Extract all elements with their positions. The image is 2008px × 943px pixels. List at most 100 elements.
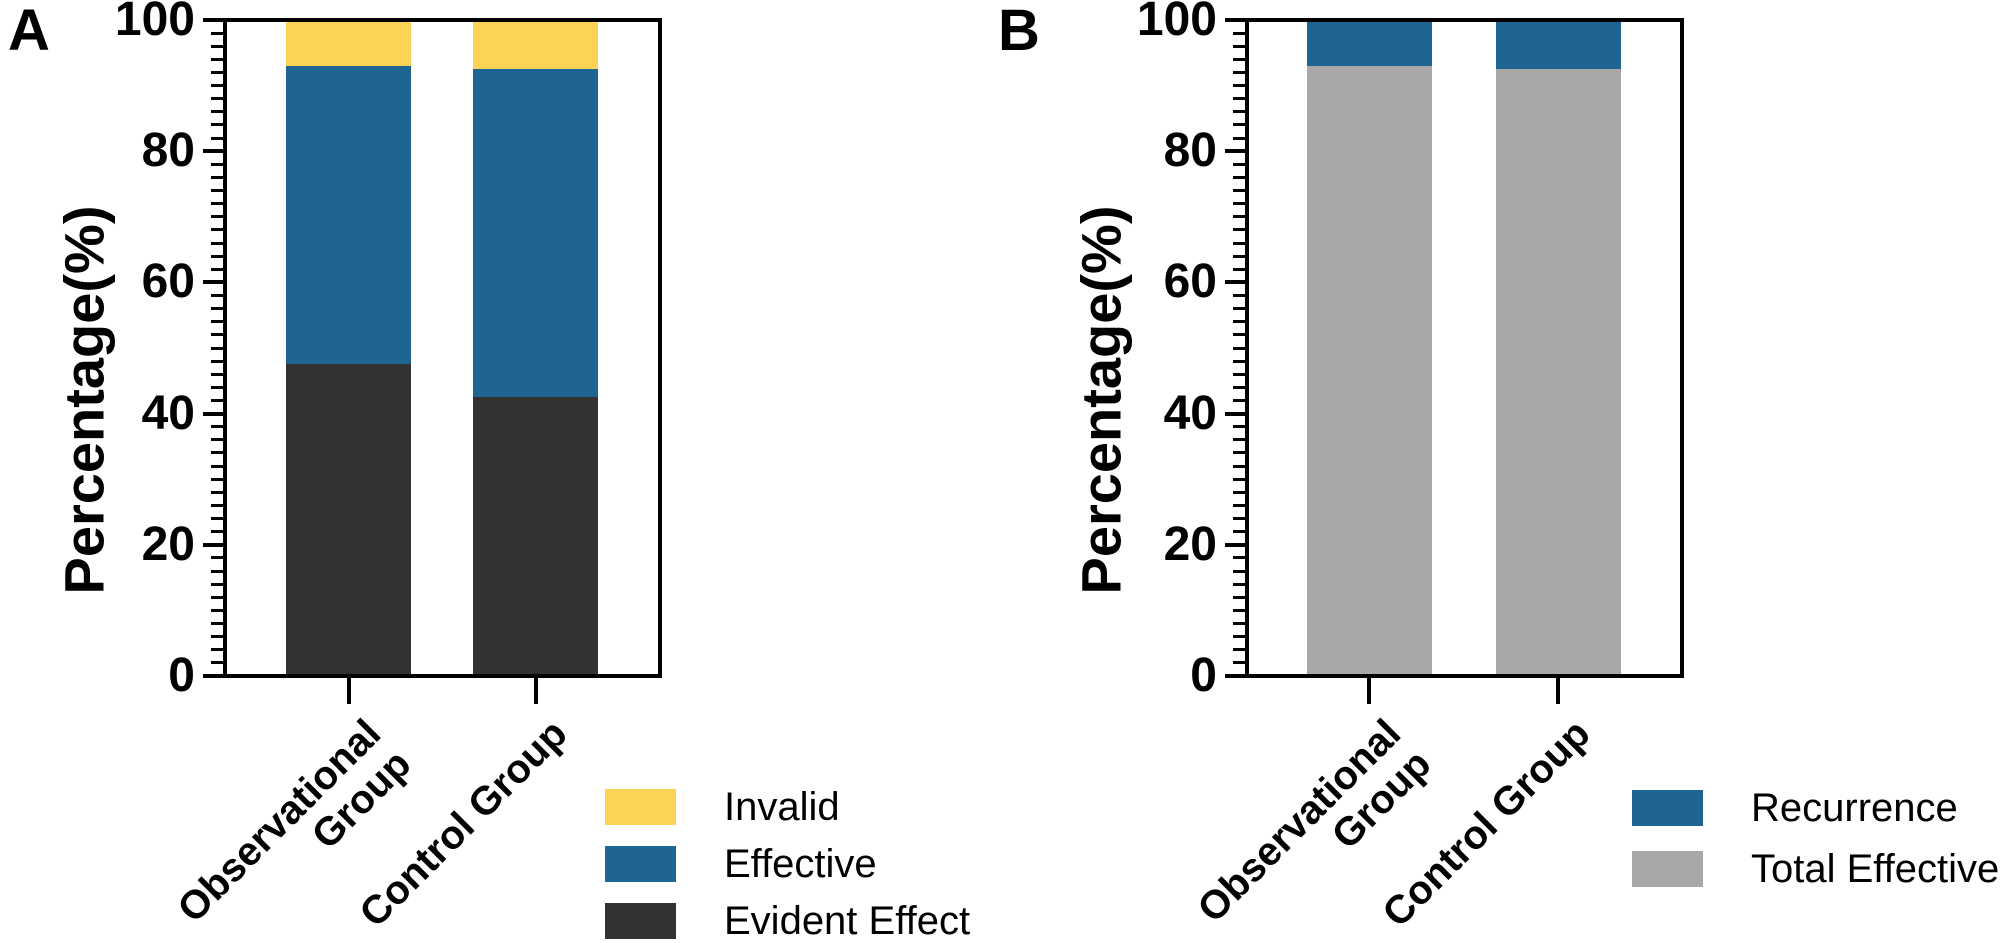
y-minor-tick: [211, 228, 223, 232]
y-minor-tick: [211, 162, 223, 166]
y-minor-tick: [1233, 215, 1245, 219]
bar-control-group-total-effective: [1496, 69, 1621, 676]
y-major-tick: [1225, 542, 1245, 547]
y-major-tick: [1225, 149, 1245, 154]
bar-observational-group-total-effective: [1307, 65, 1432, 676]
legend-row-total-effective: Total Effective: [1632, 847, 2000, 891]
y-minor-tick: [1233, 44, 1245, 48]
y-minor-tick: [1233, 622, 1245, 626]
panel-a-letter: A: [8, 0, 50, 63]
y-major-tick: [1225, 18, 1245, 22]
y-major-tick: [203, 542, 223, 547]
y-minor-tick: [211, 110, 223, 114]
bar-observational-group-evident-effect: [286, 364, 411, 676]
plot-frame-right: [1680, 18, 1684, 678]
y-minor-tick: [1233, 464, 1245, 468]
y-minor-tick: [211, 622, 223, 626]
y-minor-tick: [211, 57, 223, 61]
y-tick-label-80: 80: [1163, 124, 1217, 178]
y-minor-tick: [211, 608, 223, 612]
y-tick-label-20: 20: [141, 517, 195, 571]
y-major-tick: [1225, 280, 1245, 285]
y-minor-tick: [1233, 202, 1245, 206]
y-minor-tick: [211, 202, 223, 206]
y-minor-tick: [211, 398, 223, 402]
y-minor-tick: [1233, 97, 1245, 101]
legend-label-total-effective: Total Effective: [1751, 847, 2000, 891]
legend-swatch-evident-effect: [605, 903, 676, 939]
y-minor-tick: [1233, 517, 1245, 521]
y-minor-tick: [211, 215, 223, 219]
y-minor-tick: [1233, 359, 1245, 363]
y-minor-tick: [211, 320, 223, 324]
bar-observational-group-effective: [286, 65, 411, 365]
y-minor-tick: [1233, 307, 1245, 311]
panel-b-plot-area: 0 20 40 60 80 100 Observational Group Control Gr…: [1137, 0, 1684, 936]
y-minor-tick: [211, 569, 223, 573]
y-minor-tick: [211, 189, 223, 193]
y-minor-tick: [1233, 189, 1245, 193]
plot-frame-bottom: [1245, 674, 1684, 678]
y-minor-tick: [1233, 372, 1245, 376]
legend-swatch-invalid: [605, 789, 676, 825]
legend-row-effective: Effective: [605, 842, 877, 886]
y-minor-tick: [211, 267, 223, 271]
y-major-tick: [203, 18, 223, 22]
x-tick-control-group: [533, 678, 538, 704]
y-tick-label-0: 0: [1190, 649, 1217, 702]
legend-row-recurrence: Recurrence: [1632, 786, 1958, 830]
bar-observational-group-invalid: [286, 20, 411, 66]
y-tick-label-80: 80: [141, 124, 195, 178]
panel-a-plot-area: 0 20 40 60 80 100 Observational Group Control Gr…: [115, 0, 662, 936]
y-minor-tick: [1233, 241, 1245, 245]
legend-label-effective: Effective: [724, 842, 877, 886]
y-minor-tick: [1233, 320, 1245, 324]
legend-row-evident-effect: Evident Effect: [605, 901, 970, 941]
legend-label-recurrence: Recurrence: [1751, 786, 1958, 830]
y-minor-tick: [211, 438, 223, 442]
y-minor-tick: [1233, 57, 1245, 61]
panel-b-letter: B: [998, 0, 1040, 63]
y-tick-label-60: 60: [141, 255, 195, 309]
y-minor-tick: [1233, 569, 1245, 573]
plot-frame-top: [223, 18, 662, 22]
y-minor-tick: [1233, 582, 1245, 586]
y-minor-tick: [1233, 333, 1245, 337]
bar-control-group-invalid: [473, 20, 598, 70]
y-tick-label-40: 40: [141, 386, 195, 440]
y-major-tick: [1225, 411, 1245, 416]
y-minor-tick: [211, 503, 223, 507]
y-minor-tick: [211, 595, 223, 599]
y-minor-tick: [1233, 267, 1245, 271]
y-tick-label-0: 0: [168, 649, 195, 702]
y-minor-tick: [1233, 110, 1245, 114]
y-minor-tick: [1233, 84, 1245, 88]
y-minor-tick: [211, 517, 223, 521]
y-minor-tick: [211, 385, 223, 389]
y-minor-tick: [211, 477, 223, 481]
y-axis-line: [1245, 18, 1249, 678]
y-minor-tick: [211, 556, 223, 560]
y-minor-tick: [211, 241, 223, 245]
y-minor-tick: [211, 44, 223, 48]
y-major-tick: [203, 280, 223, 285]
y-minor-tick: [1233, 477, 1245, 481]
y-minor-tick: [1233, 398, 1245, 402]
y-tick-label-60: 60: [1163, 255, 1217, 309]
y-minor-tick: [1233, 438, 1245, 442]
y-minor-tick: [211, 425, 223, 429]
y-minor-tick: [1233, 70, 1245, 74]
legend-swatch-effective: [605, 846, 676, 882]
x-tick-observational-group: [346, 678, 351, 704]
y-major-tick: [203, 411, 223, 416]
y-minor-tick: [211, 582, 223, 586]
y-minor-tick: [211, 84, 223, 88]
y-minor-tick: [1233, 490, 1245, 494]
y-minor-tick: [211, 635, 223, 639]
y-tick-label-100: 100: [1136, 0, 1217, 46]
y-minor-tick: [1233, 385, 1245, 389]
y-axis-line: [223, 18, 227, 678]
y-minor-tick: [211, 464, 223, 468]
plot-frame-top: [1245, 18, 1684, 22]
y-minor-tick: [1233, 635, 1245, 639]
